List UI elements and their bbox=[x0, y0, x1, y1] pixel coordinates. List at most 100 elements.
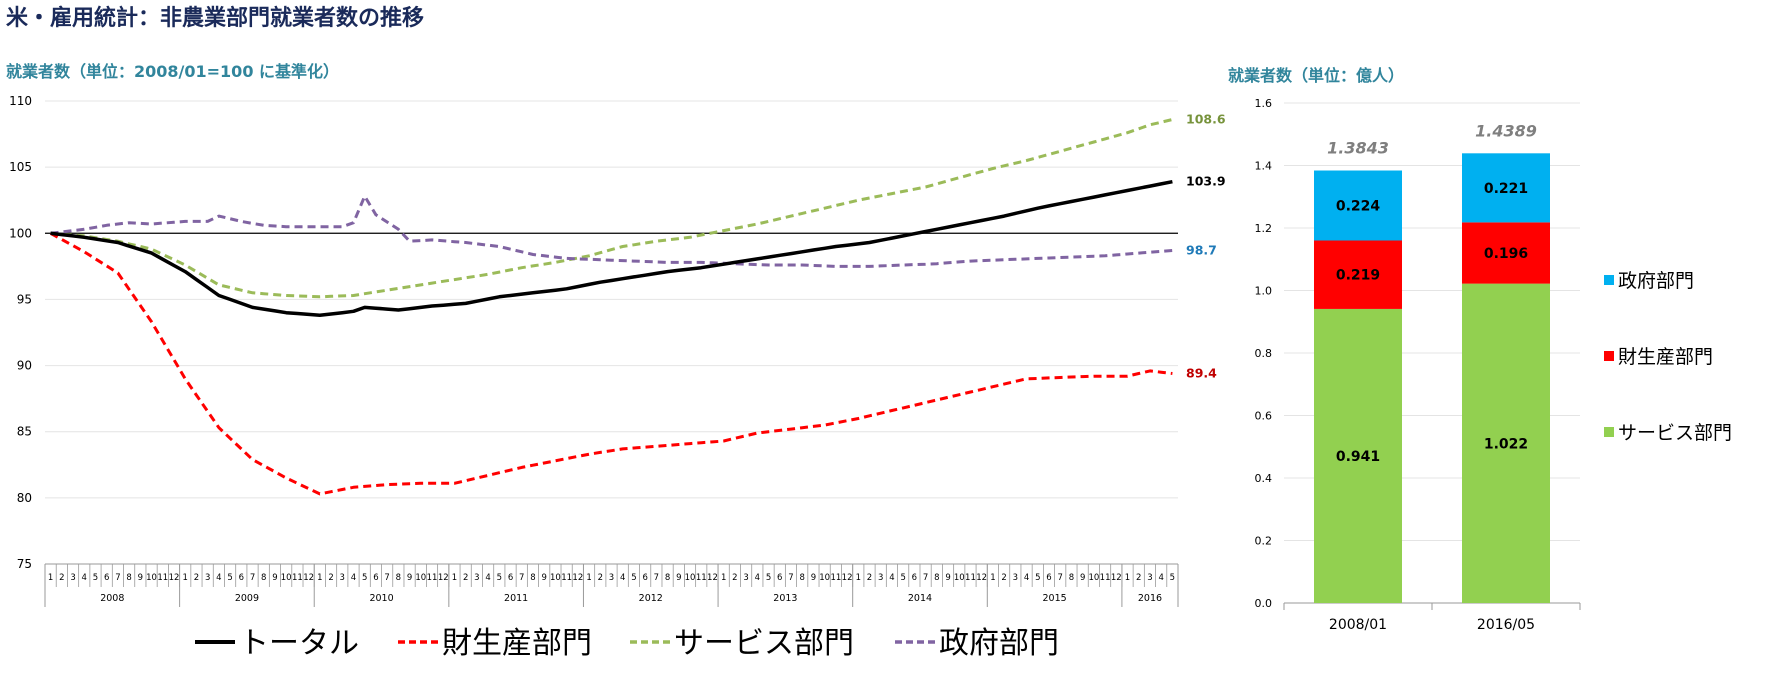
x-tick-label: 5 bbox=[1170, 573, 1175, 583]
x-tick-label: 7 bbox=[923, 573, 928, 583]
x-tick-label: 3 bbox=[70, 573, 75, 583]
x-tick-label: 10 bbox=[415, 573, 426, 583]
x-tick-label: 1 bbox=[856, 573, 861, 583]
x-tick-label: 11 bbox=[561, 573, 572, 583]
x-tick-label: 7 bbox=[654, 573, 659, 583]
x-tick-label: 10 bbox=[954, 573, 965, 583]
x-year-label: 2009 bbox=[235, 593, 259, 604]
legend-swatch bbox=[1604, 275, 1614, 285]
x-tick-label: 4 bbox=[1158, 573, 1163, 583]
x-year-label: 2011 bbox=[504, 593, 528, 604]
x-tick-label: 4 bbox=[485, 573, 490, 583]
x-tick-label: 7 bbox=[384, 573, 389, 583]
x-tick-label: 8 bbox=[126, 573, 131, 583]
x-tick-label: 10 bbox=[281, 573, 292, 583]
x-tick-label: 9 bbox=[676, 573, 681, 583]
x-tick-label: 4 bbox=[82, 573, 87, 583]
x-tick-label: 9 bbox=[407, 573, 412, 583]
x-tick-label: 10 bbox=[1088, 573, 1099, 583]
x-tick-label: 6 bbox=[912, 573, 917, 583]
x-tick-label: 6 bbox=[1046, 573, 1051, 583]
y-tick-label: 0.4 bbox=[1255, 472, 1273, 485]
x-tick-label: 4 bbox=[620, 573, 625, 583]
x-tick-label: 3 bbox=[609, 573, 614, 583]
x-tick-label: 6 bbox=[508, 573, 513, 583]
legend-label: サービス部門 bbox=[674, 626, 854, 661]
x-tick-label: 5 bbox=[900, 573, 905, 583]
line-chart-subtitle: 就業者数（単位：2008/01=100 に基準化） bbox=[6, 62, 340, 81]
x-tick-label: 2 bbox=[59, 573, 64, 583]
x-tick-label: 12 bbox=[169, 573, 180, 583]
y-tick-label: 0.2 bbox=[1255, 535, 1273, 548]
x-tick-label: 3 bbox=[743, 573, 748, 583]
x-tick-label: 1 bbox=[721, 573, 726, 583]
bar-segment bbox=[1314, 240, 1402, 309]
y-tick-label: 110 bbox=[9, 94, 32, 108]
x-tick-label: 2 bbox=[598, 573, 603, 583]
x-tick-label: 11 bbox=[696, 573, 707, 583]
y-tick-label: 0.0 bbox=[1255, 597, 1273, 610]
x-tick-label: 2016/05 bbox=[1477, 617, 1535, 633]
x-tick-label: 12 bbox=[976, 573, 987, 583]
y-tick-label: 1.0 bbox=[1255, 285, 1273, 298]
x-tick-label: 7 bbox=[250, 573, 255, 583]
y-tick-label: 80 bbox=[17, 491, 32, 505]
x-tick-label: 2 bbox=[1136, 573, 1141, 583]
x-tick-label: 7 bbox=[519, 573, 524, 583]
bar-segment bbox=[1462, 153, 1550, 223]
x-tick-label: 5 bbox=[497, 573, 502, 583]
x-tick-label: 12 bbox=[842, 573, 853, 583]
x-tick-label: 9 bbox=[541, 573, 546, 583]
y-tick-label: 95 bbox=[17, 292, 32, 306]
x-tick-label: 8 bbox=[1069, 573, 1074, 583]
x-tick-label: 4 bbox=[216, 573, 221, 583]
legend-label: 財生産部門 bbox=[1618, 346, 1713, 368]
bar-value-label: 0.196 bbox=[1484, 246, 1528, 262]
y-tick-label: 1.6 bbox=[1255, 97, 1273, 110]
bar-segment bbox=[1462, 222, 1550, 284]
stacked-bar-chart: 0.0 0.2 0.4 0.6 0.8 1.0 1.2 1.4 1.6 0.941 0.219 0.2… bbox=[1255, 97, 1733, 633]
x-tick-label: 8 bbox=[396, 573, 401, 583]
x-tick-label: 12 bbox=[707, 573, 718, 583]
x-tick-label: 7 bbox=[115, 573, 120, 583]
x-tick-label: 11 bbox=[965, 573, 976, 583]
series-end-label: 108.6 bbox=[1186, 112, 1225, 127]
x-tick-label: 5 bbox=[362, 573, 367, 583]
x-tick-label: 1 bbox=[452, 573, 457, 583]
x-tick-label: 1 bbox=[1125, 573, 1130, 583]
x-tick-label: 1 bbox=[586, 573, 591, 583]
x-tick-label: 6 bbox=[104, 573, 109, 583]
bar-value-label: 0.219 bbox=[1336, 268, 1380, 284]
legend-label: 財生産部門 bbox=[442, 626, 592, 661]
x-tick-label: 8 bbox=[934, 573, 939, 583]
x-year-label: 2015 bbox=[1043, 593, 1067, 604]
x-tick-label: 11 bbox=[830, 573, 841, 583]
series-end-label: 103.9 bbox=[1186, 174, 1225, 189]
x-tick-label: 10 bbox=[819, 573, 830, 583]
x-tick-label: 5 bbox=[766, 573, 771, 583]
x-year-label: 2012 bbox=[639, 593, 663, 604]
x-tick-label: 2 bbox=[328, 573, 333, 583]
x-tick-label: 1 bbox=[183, 573, 188, 583]
x-tick-label: 3 bbox=[1147, 573, 1152, 583]
x-tick-label: 3 bbox=[474, 573, 479, 583]
x-tick-label: 9 bbox=[1080, 573, 1085, 583]
bar-total-label: 1.3843 bbox=[1327, 139, 1389, 158]
x-tick-label: 8 bbox=[530, 573, 535, 583]
x-tick-label: 2008/01 bbox=[1329, 617, 1387, 633]
series-end-label: 98.7 bbox=[1186, 242, 1217, 257]
x-tick-label: 12 bbox=[303, 573, 314, 583]
x-tick-label: 5 bbox=[631, 573, 636, 583]
x-tick-label: 8 bbox=[665, 573, 670, 583]
bar-value-label: 0.221 bbox=[1484, 181, 1528, 197]
y-tick-label: 1.4 bbox=[1255, 160, 1273, 173]
x-tick-label: 1 bbox=[48, 573, 53, 583]
x-tick-label: 7 bbox=[1058, 573, 1063, 583]
x-tick-label: 11 bbox=[427, 573, 438, 583]
bar-chart-subtitle: 就業者数（単位：億人） bbox=[1228, 66, 1405, 85]
x-tick-label: 3 bbox=[205, 573, 210, 583]
x-tick-label: 6 bbox=[239, 573, 244, 583]
x-tick-label: 6 bbox=[373, 573, 378, 583]
x-tick-label: 8 bbox=[799, 573, 804, 583]
y-tick-label: 0.6 bbox=[1255, 410, 1273, 423]
